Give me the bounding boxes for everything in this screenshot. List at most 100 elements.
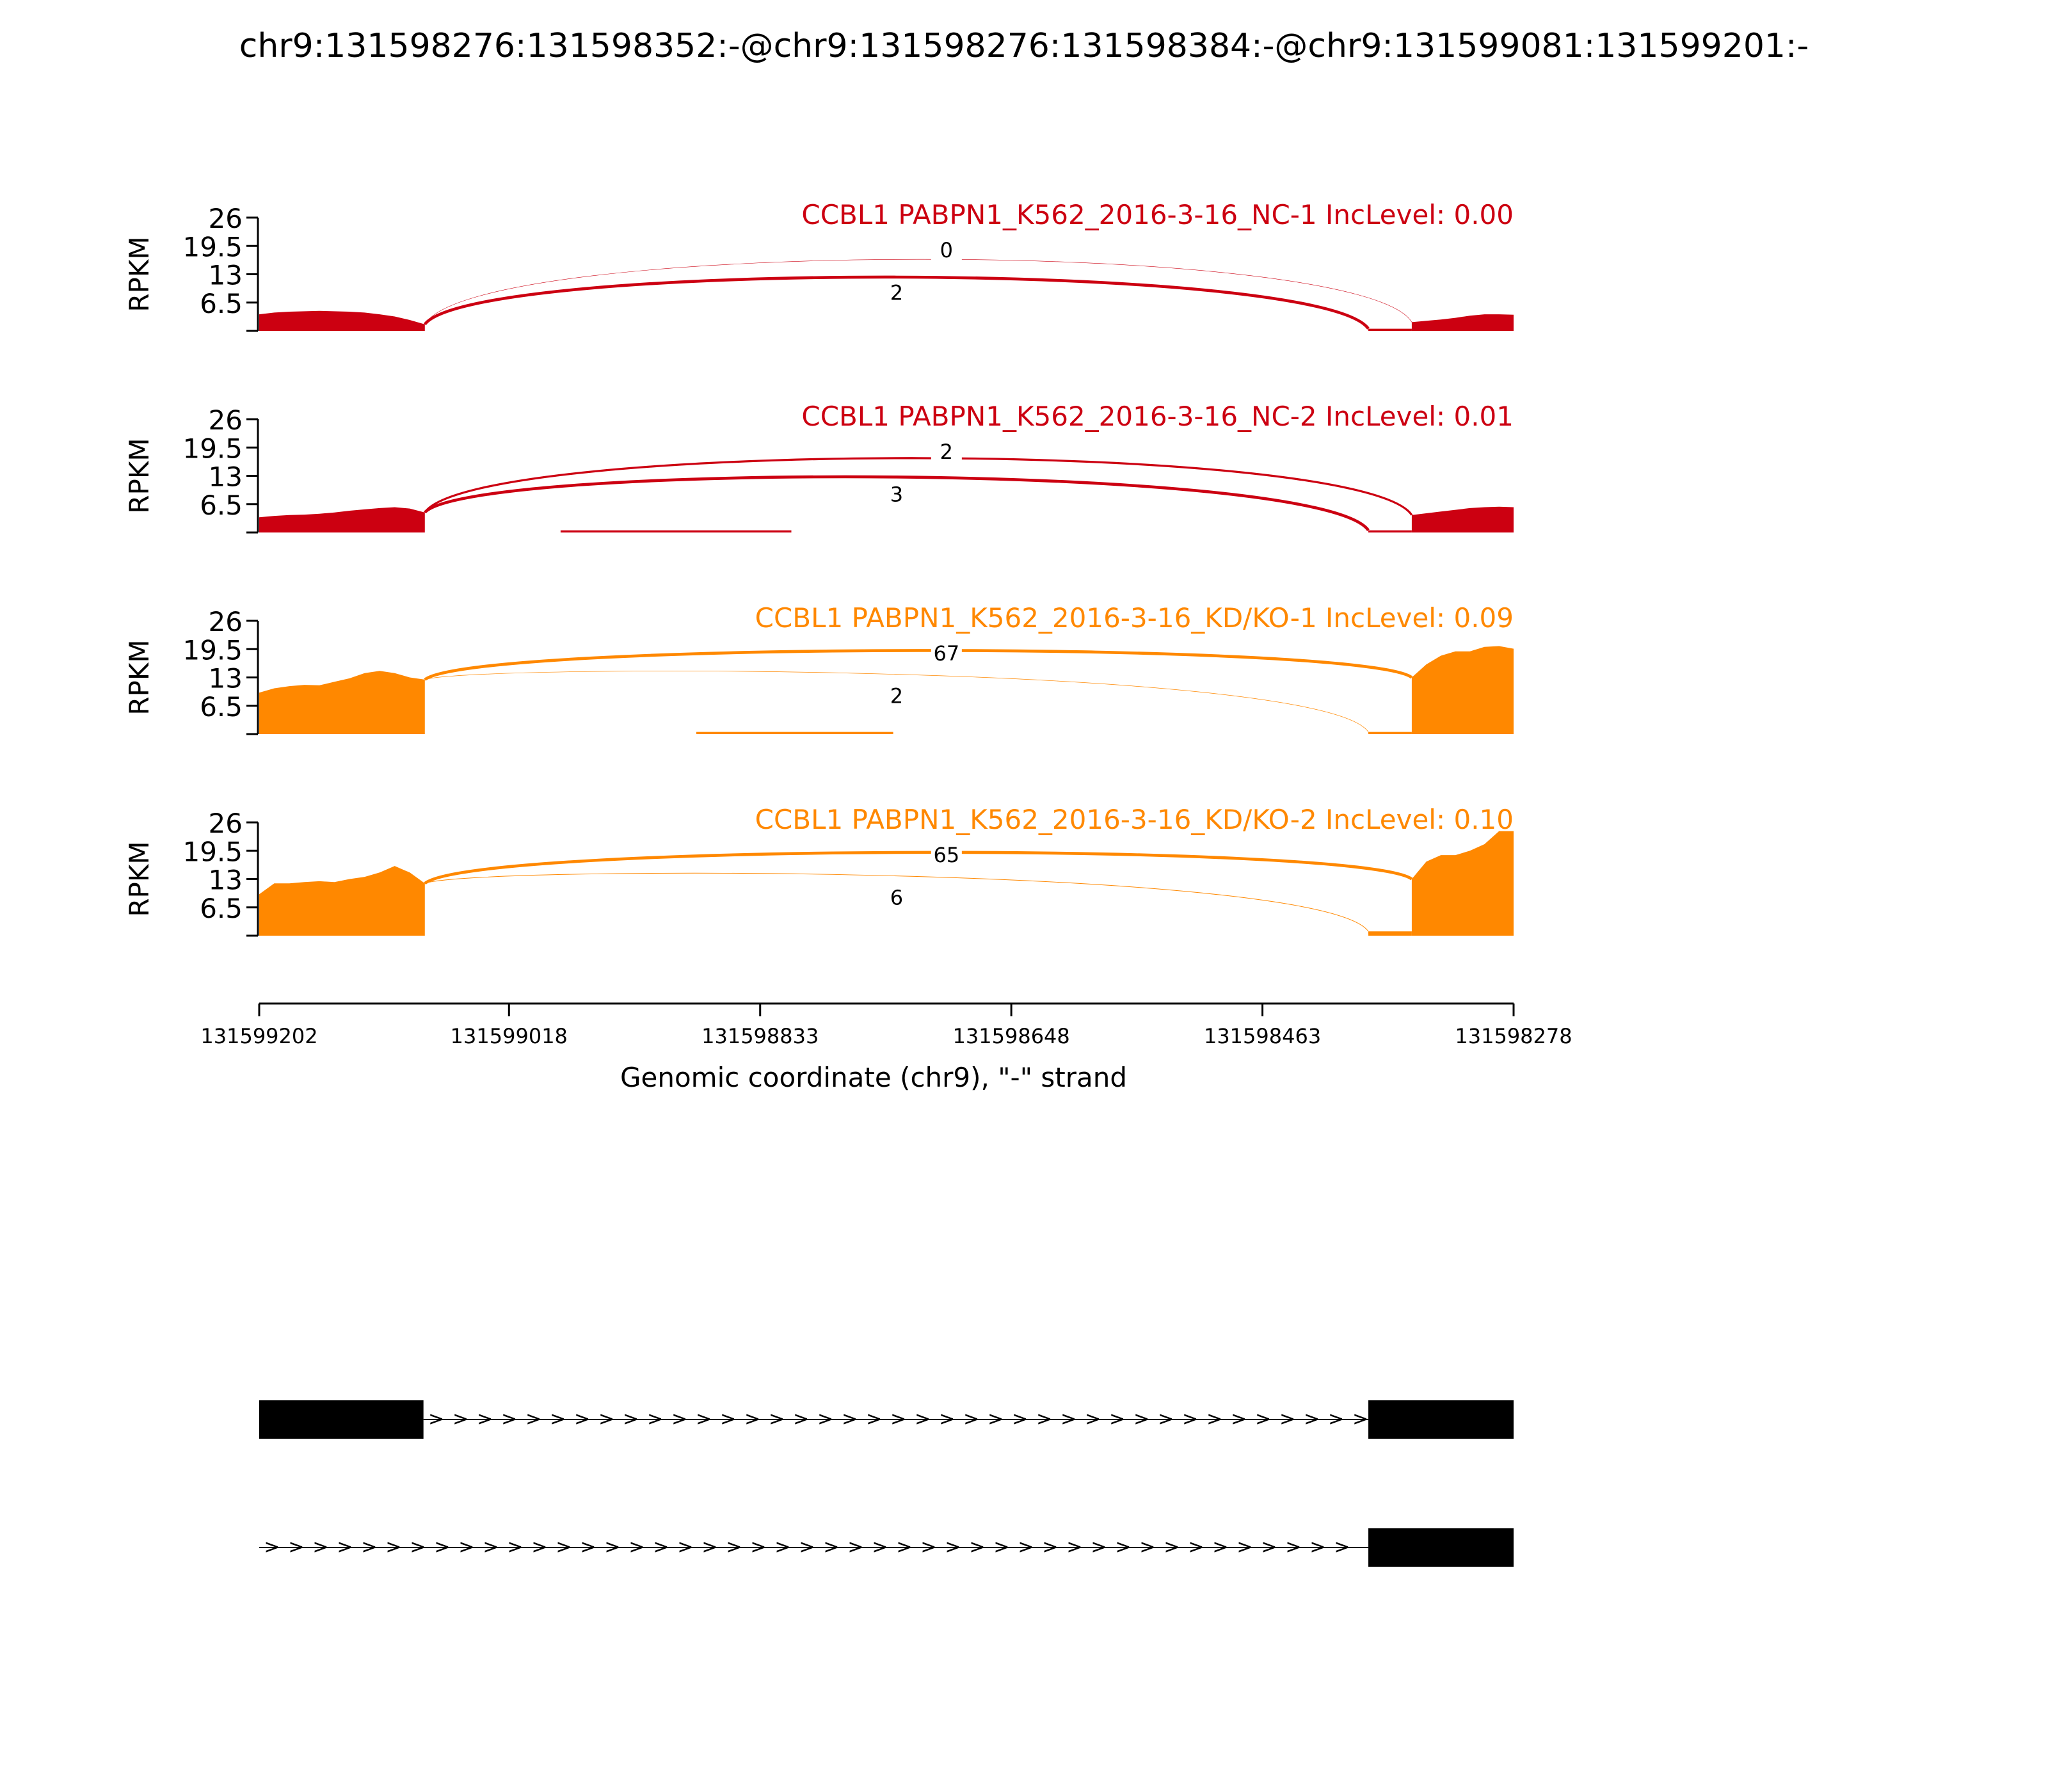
x-axis: 131599202 131599018 131598833 131598648 1315… [200,1002,1572,1093]
strand-arrow: > [434,1536,450,1558]
coverage-area [259,671,425,734]
strand-arrow: > [744,1408,760,1430]
strand-arrow: > [1109,1408,1125,1430]
y-tick-label: 19.5 [182,231,243,262]
strand-arrow: > [288,1536,304,1558]
coverage-area [1411,314,1514,331]
coverage-area [1368,732,1412,734]
coverage-area [560,530,792,532]
junction-count-label: 65 [933,843,959,867]
x-tick-label: 131598833 [701,1024,819,1048]
strand-arrow: > [361,1536,377,1558]
y-tick-label: 6.5 [200,288,243,319]
junction-count-label: 6 [890,886,903,910]
strand-arrow: > [628,1536,644,1558]
x-axis-label: Genomic coordinate (chr9), "-" strand [620,1062,1127,1093]
junction-arc [424,649,1413,681]
y-tick-label: 26 [209,203,243,234]
y-axis-label: RPKM [124,841,155,916]
junction-label-bg [931,645,962,665]
x-tick-label: 131598648 [953,1024,1070,1048]
page-title: chr9:131598276:131598352:-@chr9:13159827… [239,27,1809,65]
x-tick-label: 131598278 [1455,1024,1572,1048]
y-tick-label: 13 [209,260,243,291]
y-tick-label: 6.5 [200,490,243,521]
strand-arrow: > [1212,1536,1228,1558]
strand-arrow: > [915,1408,931,1430]
junction-label-bg [931,444,962,463]
strand-arrow: > [1236,1536,1252,1558]
strand-arrow: > [963,1408,979,1430]
strand-arrow: > [1060,1408,1076,1430]
strand-arrow: > [823,1536,839,1558]
strand-arrow: > [920,1536,936,1558]
strand-arrow: > [890,1408,906,1430]
strand-arrow: > [337,1536,353,1558]
strand-arrow: > [385,1536,401,1558]
strand-arrow: > [410,1536,426,1558]
strand-arrow: > [1182,1408,1198,1430]
exon-block [259,1400,424,1439]
strand-arrow: > [701,1536,717,1558]
y-tick-label: 19.5 [182,433,243,464]
strand-arrow: > [750,1536,766,1558]
strand-arrow: > [769,1408,785,1430]
strand-arrow: > [483,1536,499,1558]
track-title: CCBL1 PABPN1_K562_2016-3-16_KD/KO-1 IncL… [755,602,1514,634]
strand-arrow: > [1285,1536,1301,1558]
y-tick-label: 13 [209,663,243,694]
coverage-area [696,732,893,734]
coverage-area [259,866,425,936]
strand-arrow: > [720,1408,736,1430]
junction-label-bg [881,486,912,506]
exon-block [1368,1400,1514,1439]
coverage-area [259,507,425,532]
strand-arrow: > [1328,1408,1344,1430]
strand-arrow: > [993,1536,1009,1558]
junction-arc [424,671,1369,732]
strand-arrow: > [1309,1536,1325,1558]
strand-arrow: > [1012,1408,1028,1430]
strand-arrow: > [1188,1536,1204,1558]
transcript-2: > > > > > > > > > > > > > > > > > > > > > > > > > > > > > > > > > > > > > > > >… [259,1528,1514,1567]
strand-arrow: > [1231,1408,1247,1430]
exon-block [1368,1528,1514,1567]
strand-arrow: > [1255,1408,1271,1430]
strand-arrow: > [774,1536,790,1558]
strand-arrow: > [531,1536,547,1558]
strand-arrow: > [1085,1408,1101,1430]
strand-arrow: > [452,1408,468,1430]
strand-arrow: > [1158,1408,1174,1430]
strand-arrow: > [677,1536,693,1558]
strand-arrow: > [556,1536,572,1558]
coverage-area [1411,506,1514,532]
junction-label-bg [881,889,912,909]
strand-arrow: > [458,1536,474,1558]
y-axis-label: RPKM [124,438,155,513]
strand-arrow: > [1115,1536,1131,1558]
y-tick-label: 19.5 [182,836,243,867]
strand-arrow: > [1261,1536,1277,1558]
strand-arrow: > [1304,1408,1320,1430]
junction-count-label: 0 [940,238,953,262]
track-title: CCBL1 PABPN1_K562_2016-3-16_KD/KO-2 IncL… [755,804,1514,835]
junction-count-label: 2 [890,281,903,305]
y-axis-label: RPKM [124,639,155,715]
strand-arrow: > [842,1408,858,1430]
track-title: CCBL1 PABPN1_K562_2016-3-16_NC-2 IncLeve… [801,401,1514,432]
strand-arrow: > [312,1536,328,1558]
transcript-models: > > > > > > > > > > > > > > > > > > > > > > > > > > > > > > > > > > > > > > > >… [259,1400,1514,1567]
y-tick-label: 19.5 [182,634,243,666]
coverage-area [1368,530,1412,532]
x-tick-label: 131598463 [1204,1024,1321,1048]
strand-arrow: > [799,1536,815,1558]
strand-arrow: > [623,1408,639,1430]
strand-arrow: > [550,1408,566,1430]
junction-count-label: 2 [940,440,953,464]
strand-arrow: > [969,1536,985,1558]
junction-arc [424,475,1370,531]
